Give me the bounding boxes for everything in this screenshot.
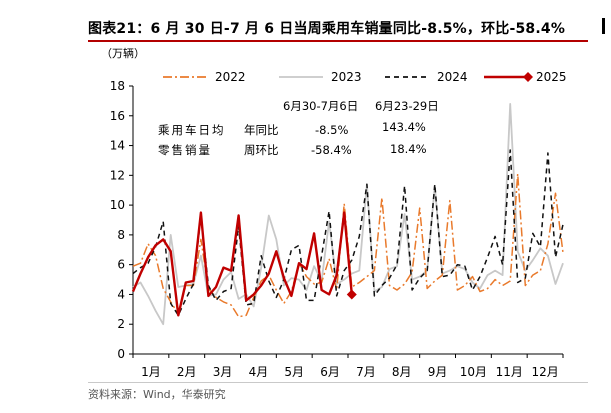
series-2025-end-marker: [346, 289, 357, 300]
legend-marker-2025: [523, 72, 533, 82]
table-col-header-2: 6月23-29日: [375, 99, 439, 113]
y-tick-label: 14: [110, 139, 125, 153]
series-2023-line: [132, 103, 564, 326]
legend: 2022 2023 2024 2025: [163, 70, 567, 84]
y-tick-label: 10: [110, 198, 125, 212]
series-2025-line: [131, 211, 353, 317]
table-cell-yoy-prev: 143.4%: [382, 120, 426, 134]
title-underline: [88, 40, 588, 42]
table-cell-wow-current: -58.4%: [311, 143, 352, 157]
chart-title: 图表21：6 月 30 日-7 月 6 日当周乘用车销量同比-8.5%，环比-5…: [88, 21, 566, 37]
legend-label-2022: 2022: [215, 70, 246, 84]
adjacent-chart-edge: [602, 18, 605, 34]
legend-label-2024: 2024: [437, 70, 468, 84]
table-row-title-1: 乘用车日均: [158, 123, 226, 137]
y-tick-label: 6: [117, 258, 125, 272]
x-tick-label: 12月: [531, 365, 558, 379]
x-tick-label: 3月: [213, 365, 233, 379]
y-tick-label: 4: [117, 287, 125, 301]
axes: 0 2 4 6 8 10 12 14 16 18 1月 2月 3月 4月 5月 6月 7月 8月 9月 10月 11月 1…: [110, 79, 564, 379]
table-row-label-yoy: 年同比: [244, 123, 279, 137]
x-tick-label: 9月: [428, 365, 448, 379]
table-row-label-wow: 周环比: [244, 143, 279, 157]
x-tick-label: 7月: [356, 365, 376, 379]
series-layer: [131, 103, 564, 326]
y-tick-label: 8: [117, 228, 125, 242]
table-cell-wow-prev: 18.4%: [390, 142, 427, 156]
footer-rule: [88, 382, 588, 383]
y-unit-label: （万辆）: [101, 46, 145, 60]
table-row-title-2: 零售销量: [158, 143, 212, 157]
x-tick-label: 8月: [392, 365, 412, 379]
table-cell-yoy-current: -8.5%: [315, 123, 348, 137]
x-tick-label: 5月: [284, 365, 304, 379]
y-tick-label: 18: [110, 79, 125, 93]
x-tick-label: 1月: [141, 365, 161, 379]
y-tick-label: 12: [110, 168, 125, 182]
legend-label-2023: 2023: [331, 70, 362, 84]
y-tick-label: 16: [110, 109, 125, 123]
x-tick-label: 4月: [249, 365, 269, 379]
x-tick-label: 6月: [320, 365, 340, 379]
source-note: 资料来源：Wind，华泰研究: [88, 388, 226, 401]
stats-table: 6月30-7月6日 6月23-29日 乘用车日均 零售销量 年同比 周环比 -8…: [158, 99, 439, 157]
table-col-header-1: 6月30-7月6日: [283, 99, 358, 113]
y-tick-label: 2: [117, 317, 125, 331]
x-tick-label: 11月: [496, 365, 523, 379]
x-tick-label: 2月: [177, 365, 197, 379]
y-tick-label: 0: [117, 347, 125, 361]
legend-label-2025: 2025: [536, 70, 567, 84]
x-tick-label: 10月: [460, 365, 487, 379]
